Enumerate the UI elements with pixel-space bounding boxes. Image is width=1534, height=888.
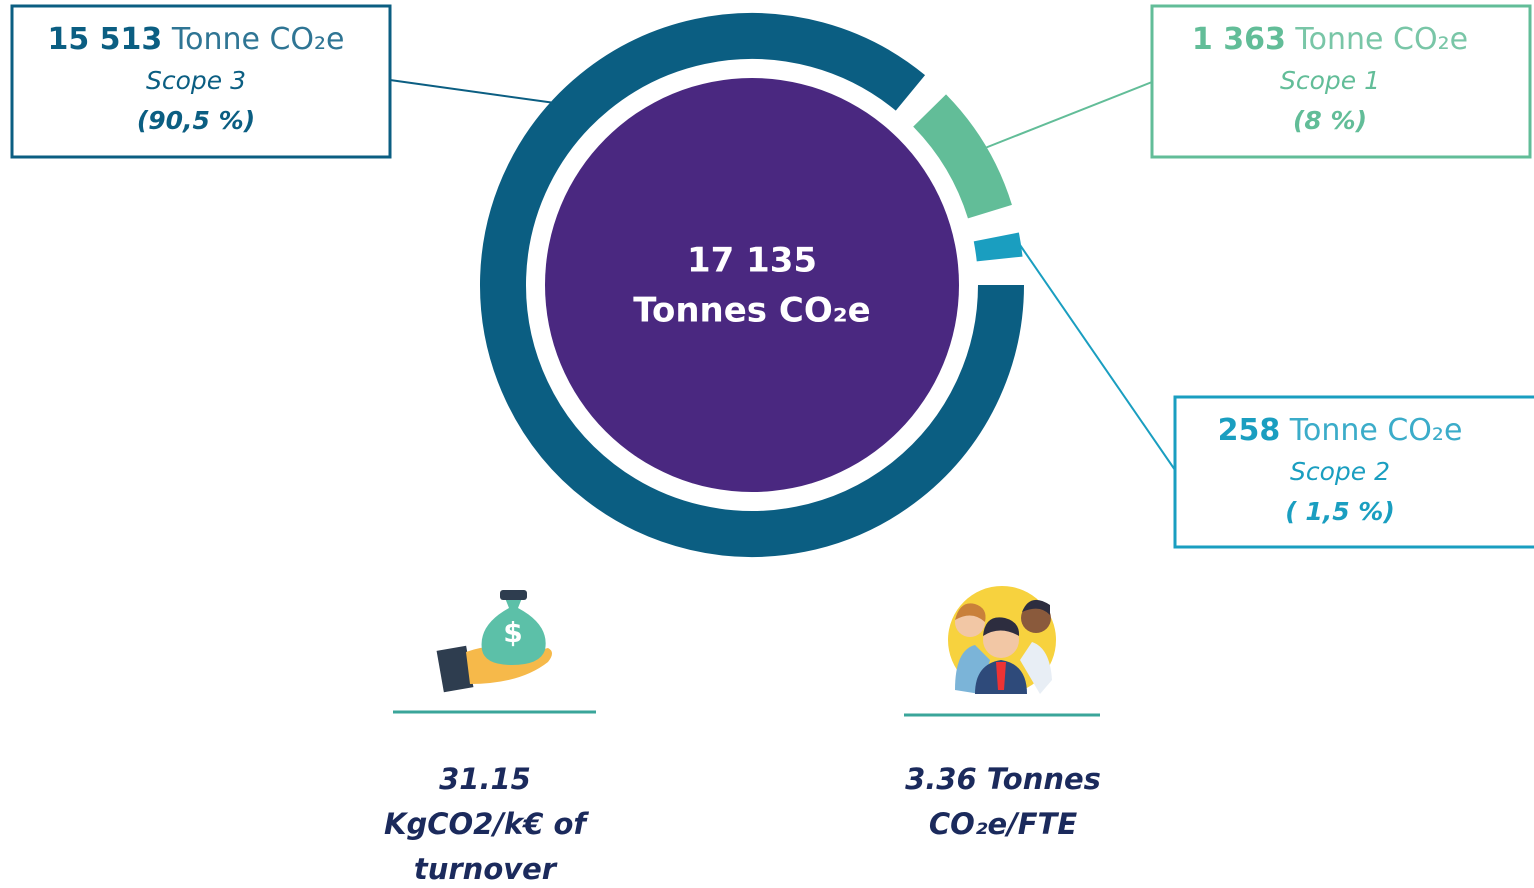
svg-text:$: $ — [503, 616, 522, 649]
value-label: 1 363 Tonne CO₂e — [1192, 22, 1468, 57]
center-value: 17 135 — [687, 241, 817, 281]
leader-line — [984, 81, 1153, 149]
donut-segment — [912, 94, 1012, 219]
value-label: 15 513 Tonne CO₂e — [47, 22, 344, 57]
percent-label: (8 %) — [1293, 106, 1367, 135]
money-icon: $ — [436, 590, 552, 693]
people-icon — [948, 586, 1056, 694]
metric-text: 3.36 Tonnes — [905, 762, 1101, 796]
category-label: Scope 1 — [1280, 66, 1380, 95]
metric-text: turnover — [414, 852, 558, 886]
category-label: Scope 2 — [1290, 457, 1390, 486]
value-number: 15 513 — [47, 22, 162, 57]
donut-segment — [973, 232, 1023, 262]
leader-line — [1019, 244, 1176, 471]
metric-text: 31.15 — [439, 762, 531, 796]
value-unit: Tonne CO₂e — [1294, 22, 1468, 57]
center-circle — [545, 78, 959, 492]
percent-label: ( 1,5 %) — [1285, 497, 1395, 526]
metric-text: CO₂e/FTE — [929, 807, 1077, 841]
percent-label: (90,5 %) — [137, 106, 255, 135]
value-label: 258 Tonne CO₂e — [1218, 413, 1463, 448]
metric-text: KgCO2/k€ of — [384, 807, 589, 841]
value-unit: Tonne CO₂e — [171, 22, 345, 57]
category-label: Scope 3 — [146, 66, 246, 95]
label-box — [1150, 4, 1532, 159]
leader-line — [389, 79, 556, 104]
donut-segment — [480, 13, 1024, 557]
value-number: 258 — [1218, 413, 1281, 448]
center-unit: Tonnes CO₂e — [633, 291, 870, 331]
value-number: 1 363 — [1192, 22, 1286, 57]
label-box — [10, 4, 392, 159]
value-unit: Tonne CO₂e — [1289, 413, 1463, 448]
label-box — [1173, 395, 1534, 549]
